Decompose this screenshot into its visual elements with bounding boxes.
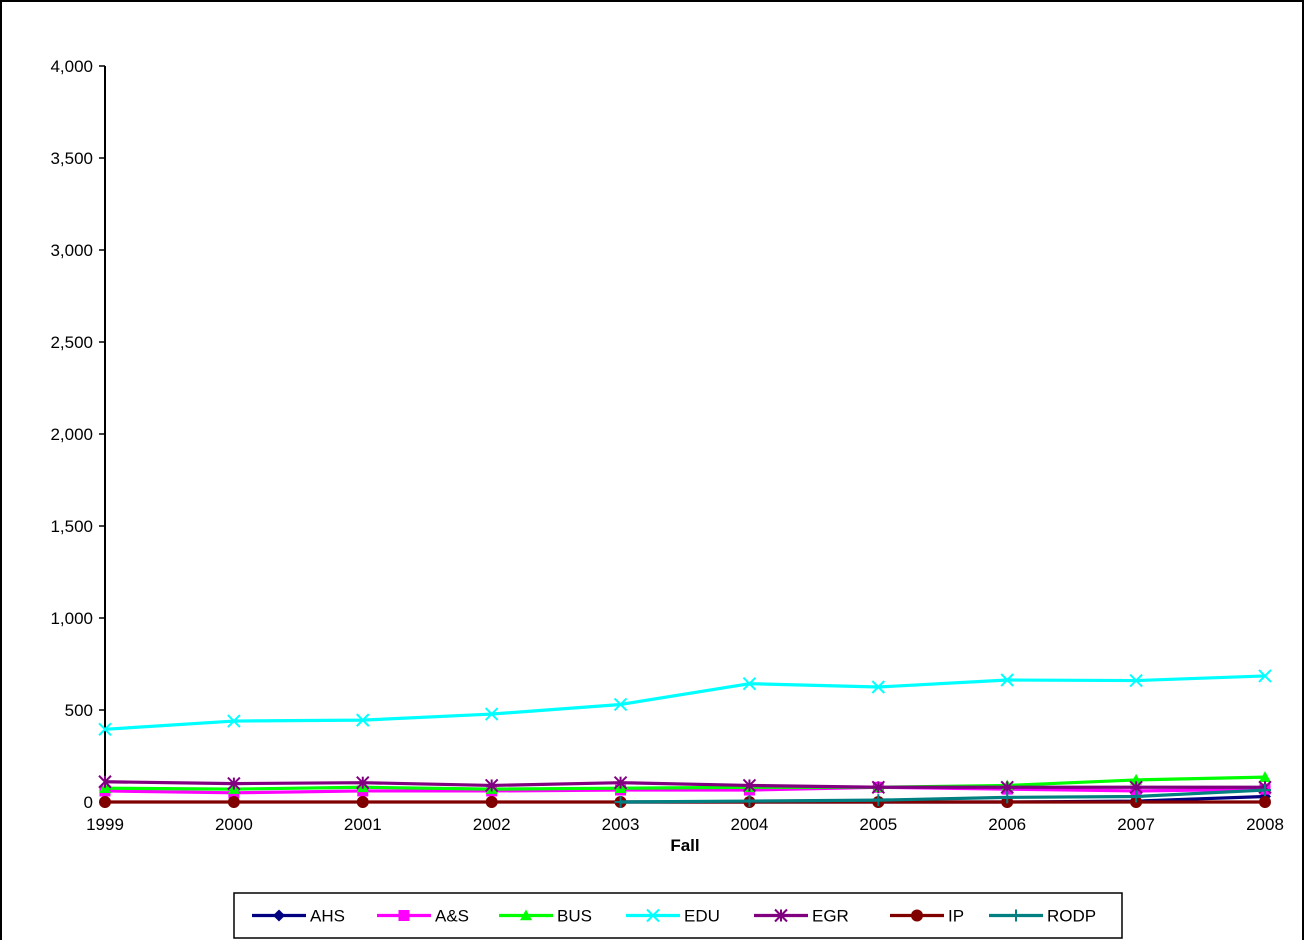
legend-item-ahs: AHS — [252, 907, 345, 926]
data-point-edu-stroke — [1258, 669, 1272, 683]
data-point-edu-stroke — [613, 697, 628, 712]
y-tick-label: 4,000 — [50, 57, 93, 76]
data-point-bus — [1259, 771, 1271, 782]
data-point-egr — [227, 776, 241, 791]
y-tick-label: 1,500 — [50, 517, 93, 536]
legend-label: IP — [948, 907, 964, 926]
x-tick-label: 2008 — [1246, 815, 1284, 834]
series-egr — [98, 775, 1272, 794]
data-point-edu-stroke — [356, 713, 370, 727]
series-edu — [98, 669, 1272, 737]
x-tick-label: 2001 — [344, 815, 382, 834]
series-line-edu — [104, 674, 1266, 731]
data-point-egr — [1000, 780, 1014, 794]
legend-marker-stroke — [646, 908, 660, 923]
x-tick-label: 1999 — [86, 815, 124, 834]
data-point-ip — [1259, 796, 1271, 808]
series-line-bus — [104, 775, 1266, 791]
legend-item-ip: IP — [890, 907, 964, 926]
data-point-egr — [871, 780, 886, 794]
legend-marker — [398, 910, 410, 921]
x-tick-label: 2006 — [988, 815, 1026, 834]
data-point-edu-stroke — [742, 676, 757, 691]
data-point-egr — [356, 775, 370, 790]
x-tick-label: 2002 — [473, 815, 511, 834]
data-point-edu — [484, 707, 499, 721]
legend-label: EDU — [684, 907, 720, 926]
data-point-rodp — [614, 796, 627, 808]
y-tick-label: 500 — [65, 701, 93, 720]
data-point-edu — [356, 713, 370, 727]
data-point-bus — [1130, 773, 1143, 785]
series-line-egr — [104, 780, 1265, 789]
y-tick-label: 1,000 — [50, 609, 93, 628]
data-point-edu-stroke — [484, 707, 499, 721]
legend-marker — [774, 908, 788, 923]
legend: AHS A&S BUS EDU EGR IP RODP — [233, 892, 1123, 939]
y-tick-label: 0 — [84, 793, 93, 812]
data-point-edu — [1258, 669, 1272, 683]
legend-marker — [911, 909, 923, 922]
data-point-ip — [227, 796, 240, 808]
data-point-rodp — [1130, 790, 1143, 803]
data-point-egr — [613, 775, 628, 790]
data-point-edu-stroke — [1129, 673, 1143, 688]
data-point-edu-stroke — [1000, 673, 1014, 687]
data-point-rodp — [1259, 784, 1271, 797]
data-point-ip — [99, 796, 111, 808]
data-point-edu-stroke — [227, 714, 241, 728]
data-point-edu-stroke — [871, 680, 886, 694]
data-point-egr — [742, 778, 757, 793]
data-point-edu — [1000, 673, 1014, 687]
series-line-a-s — [104, 785, 1266, 795]
data-point-edu — [1129, 673, 1143, 688]
legend-label: AHS — [310, 907, 345, 926]
data-point-ip — [356, 796, 369, 808]
series-layer — [98, 669, 1272, 808]
legend-label: EGR — [812, 907, 849, 926]
legend-marker — [646, 908, 660, 923]
data-point-edu-stroke — [98, 722, 112, 737]
x-axis-label: Fall — [670, 836, 699, 855]
y-tick-label: 2,500 — [50, 333, 93, 352]
data-point-egr — [484, 778, 499, 793]
data-point-edu — [613, 697, 628, 712]
data-point-edu — [227, 714, 241, 728]
legend-item-egr: EGR — [754, 907, 849, 926]
x-tick-label: 2007 — [1117, 815, 1155, 834]
legend-item-bus: BUS — [499, 907, 592, 926]
y-tick-label: 3,500 — [50, 149, 93, 168]
legend-label: A&S — [435, 907, 469, 926]
data-point-edu — [871, 680, 886, 694]
legend-item-a-s: A&S — [377, 907, 469, 926]
legend-item-edu: EDU — [626, 907, 720, 926]
legend-label: BUS — [557, 907, 592, 926]
axes: 0 500 1,000 1,500 2,000 2,500 3,000 3,500 4,000 1… — [50, 57, 1283, 855]
data-point-ip — [485, 796, 498, 808]
series-rodp — [614, 784, 1271, 808]
x-tick-label: 2003 — [602, 815, 640, 834]
legend-label: RODP — [1047, 907, 1096, 926]
x-tick-label: 2004 — [731, 815, 769, 834]
data-point-egr — [98, 775, 112, 789]
y-tick-label: 2,000 — [50, 425, 93, 444]
data-point-edu — [742, 676, 757, 691]
y-tick-label: 3,000 — [50, 241, 93, 260]
legend-item-rodp: RODP — [989, 907, 1096, 926]
legend-marker — [1010, 909, 1022, 922]
x-tick-label: 2005 — [859, 815, 897, 834]
x-tick-label: 2000 — [215, 815, 253, 834]
series-line-rodp — [620, 788, 1266, 804]
legend-marker — [273, 909, 285, 922]
data-point-rodp — [743, 795, 756, 808]
legend-marker — [520, 909, 532, 921]
data-point-rodp — [872, 794, 885, 807]
data-point-rodp — [1001, 791, 1014, 804]
data-point-edu — [98, 722, 112, 737]
